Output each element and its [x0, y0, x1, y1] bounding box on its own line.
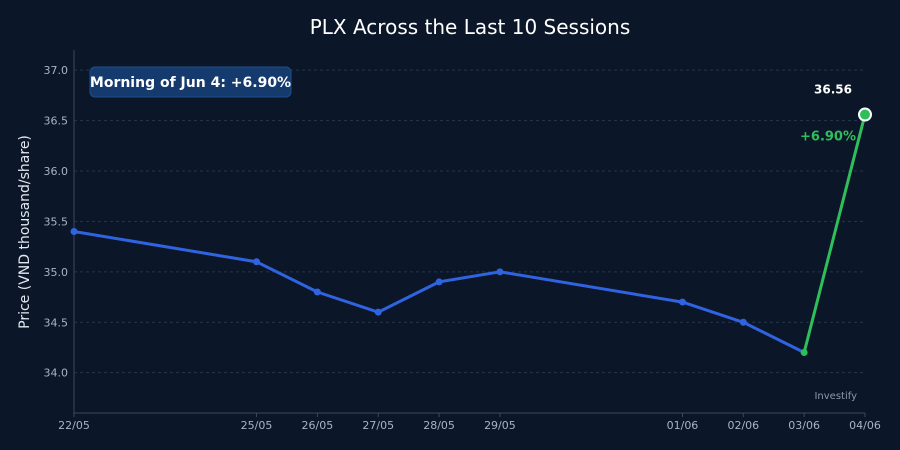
y-tick-labels: 34.0 34.5 35.0 35.5 36.0 36.5 37.0 — [44, 64, 69, 380]
badge-background — [89, 66, 292, 98]
data-point — [678, 298, 686, 306]
x-tick-label: 03/06 — [788, 419, 820, 432]
data-point — [70, 228, 78, 235]
series-line — [73, 230, 805, 354]
x-tick-label: 01/06 — [667, 419, 699, 432]
y-tick-label: 35.0 — [44, 266, 69, 279]
morning-badge: Morning of Jun 4: +6.90% — [89, 66, 292, 98]
chart-title: PLX Across the Last 10 Sessions — [310, 15, 631, 39]
data-point — [313, 288, 321, 296]
y-tick-label: 35.5 — [44, 215, 69, 228]
y-tick-label: 34.0 — [44, 367, 69, 380]
data-point — [435, 278, 443, 286]
data-point-last — [858, 107, 872, 122]
y-tick-label: 37.0 — [44, 64, 69, 77]
data-point — [800, 349, 808, 356]
x-tick-label: 02/06 — [727, 419, 759, 432]
y-axis-label: Price (VND thousand/share) — [17, 135, 33, 329]
change-label: +6.90% — [800, 130, 856, 145]
watermark: Investify — [814, 391, 857, 402]
data-point — [253, 258, 261, 266]
x-tick-label: 25/05 — [241, 419, 273, 432]
grid-lines — [74, 69, 865, 374]
y-tick-label: 34.5 — [44, 316, 69, 329]
last-session-line — [802, 113, 867, 354]
x-tick-label: 29/05 — [484, 419, 516, 432]
y-tick-label: 36.0 — [44, 165, 69, 178]
last-value-label: 36.56 — [814, 83, 852, 97]
x-tick-label: 27/05 — [362, 419, 394, 432]
x-tick-label: 22/05 — [58, 419, 90, 432]
data-point — [374, 308, 382, 316]
y-tick-label: 36.5 — [44, 115, 69, 128]
data-point — [496, 268, 504, 276]
x-tick-label: 04/06 — [849, 419, 881, 432]
badge-text: Morning of Jun 4: +6.90% — [90, 75, 291, 91]
price-series — [70, 107, 872, 356]
data-point — [739, 318, 747, 326]
x-tick-label: 28/05 — [423, 419, 455, 432]
x-tick-label: 26/05 — [302, 419, 334, 432]
x-tick-labels: 22/05 25/05 26/05 27/05 28/05 29/05 01/06 02/06… — [58, 413, 881, 432]
